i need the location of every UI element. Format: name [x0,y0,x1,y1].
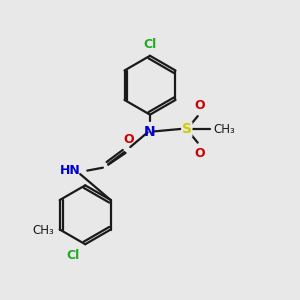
Text: O: O [123,133,134,146]
Text: CH₃: CH₃ [213,123,235,136]
Text: CH₃: CH₃ [33,224,54,238]
Text: O: O [195,99,206,112]
Text: S: S [182,122,192,136]
Text: Cl: Cl [143,38,157,51]
Text: N: N [144,125,156,139]
Text: O: O [195,147,206,160]
Text: Cl: Cl [67,249,80,262]
Text: HN: HN [60,164,81,177]
